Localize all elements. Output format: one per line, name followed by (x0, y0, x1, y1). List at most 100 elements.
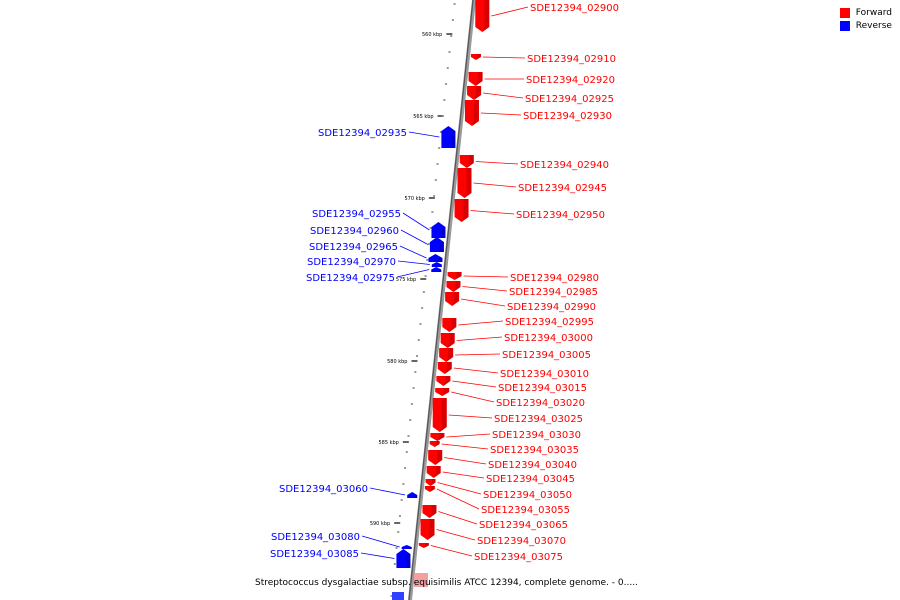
gene-label: SDE12394_03025 (494, 414, 583, 425)
leader-line (446, 433, 491, 438)
gene-feature-SDE12394_02930 (464, 100, 479, 126)
leader-line (360, 552, 395, 559)
leader-line (448, 414, 493, 419)
gene-feature-shade (423, 543, 429, 548)
leader-line (456, 336, 503, 341)
gene-label: SDE12394_03045 (486, 474, 575, 485)
leader-line (463, 275, 509, 278)
leader-line (482, 56, 526, 59)
gene-labels: SDE12394_02900 SDE12394_02910 SDE12394_029… (270, 3, 619, 563)
leader-line (437, 482, 482, 495)
gene-feature-SDE12394_02920 (468, 72, 483, 86)
leader-line (361, 535, 400, 548)
gene-feature-shade (438, 258, 443, 262)
gene-feature-SDE12394_02945 (457, 168, 472, 198)
gene-feature-SDE12394_02980 (447, 272, 462, 280)
gene-feature-shade (441, 227, 446, 238)
gene-label: SDE12394_02945 (518, 183, 607, 194)
gene-feature-shade (433, 466, 441, 478)
leader-line (436, 529, 476, 541)
tick-label: 575 kbp (396, 277, 416, 283)
gene-feature-shade (453, 281, 461, 292)
gene-feature-SDE12394_02950 (454, 199, 469, 222)
gene-feature-SDE12394_02925 (467, 86, 482, 100)
leader-line (462, 286, 508, 292)
leader-line (461, 298, 506, 307)
gene-feature-SDE12394_03050 (425, 479, 436, 486)
gene-label: SDE12394_03040 (488, 460, 577, 471)
gene-feature-shade (414, 495, 418, 498)
gene-feature-SDE12394_02970 (431, 262, 442, 267)
gene-feature-SDE12394_03010 (437, 362, 452, 374)
gene-feature-shade (475, 72, 483, 86)
gene-feature-shade (482, 0, 490, 32)
reverse-swatch (839, 21, 850, 31)
gene-feature-SDE12394_03000 (440, 333, 455, 348)
gene-feature-shade (406, 554, 411, 568)
gene-label: SDE12394_03030 (492, 430, 581, 441)
gene-feature-shade (443, 376, 451, 386)
leader-line (408, 131, 440, 138)
gene-feature-SDE12394_02900 (475, 0, 490, 32)
gene-feature-SDE12394_02935 (441, 126, 456, 148)
leader-line (483, 92, 524, 99)
gene-feature-shade (434, 441, 440, 447)
gene-label: SDE12394_03055 (481, 505, 570, 516)
gene-label: SDE12394_03000 (504, 333, 593, 344)
gene-feature-SDE12394_03025 (432, 398, 447, 432)
leader-line (452, 380, 497, 388)
gene-feature-SDE12394_02940 (459, 155, 474, 168)
legend-reverse-label: Reverse (855, 21, 892, 31)
gene-feature-SDE12394_03080 (401, 545, 412, 549)
tick-label: 560 kbp (422, 32, 442, 38)
gene-feature-shade (447, 333, 455, 348)
gene-label: SDE12394_03020 (496, 398, 585, 409)
legend-reverse: Reverse (839, 21, 892, 31)
gene-label: SDE12394_03035 (490, 445, 579, 456)
leader-line (438, 511, 478, 525)
gene-label: SDE12394_02925 (525, 94, 614, 105)
gene-feature-SDE12394_03060 (407, 492, 418, 498)
gene-feature-SDE12394_02965 (428, 254, 443, 262)
gene-feature-shade (427, 519, 435, 540)
partial-forward-feature (414, 573, 428, 587)
gene-label: SDE12394_03005 (502, 350, 591, 361)
gene-feature-shade (451, 131, 456, 148)
gene-feature-shade (429, 486, 435, 492)
gene-label: SDE12394_03010 (500, 369, 589, 380)
gene-label: SDE12394_02965 (309, 242, 398, 253)
gene-label: SDE12394_02935 (318, 128, 407, 139)
gene-feature-shade (439, 398, 447, 432)
gene-feature-shade (449, 318, 457, 332)
leader-line (402, 212, 430, 231)
gene-label: SDE12394_02940 (520, 160, 609, 171)
gene-feature-SDE12394_03005 (439, 348, 454, 362)
gene-feature-shade (474, 86, 482, 100)
leader-line (369, 487, 406, 496)
gene-feature-SDE12394_03070 (420, 519, 435, 540)
leader-line (491, 6, 529, 17)
legend-forward-label: Forward (855, 8, 892, 18)
gene-label: SDE12394_02920 (526, 75, 615, 86)
gene-feature-shade (464, 168, 472, 198)
gene-feature-shade (430, 479, 436, 486)
gene-feature-SDE12394_03015 (436, 376, 451, 386)
gene-feature-shade (438, 269, 442, 272)
legend: Forward Reverse (839, 8, 892, 34)
backbone-shadow (408, 0, 476, 600)
gene-feature-shade (444, 362, 452, 374)
leader-line (436, 488, 480, 510)
leader-line (396, 269, 430, 278)
leader-line (480, 112, 522, 116)
leader-line (455, 353, 501, 356)
gene-feature-SDE12394_02995 (442, 318, 457, 332)
forward-swatch (839, 8, 850, 18)
gene-feature-SDE12394_02955 (431, 222, 446, 238)
leader-line (430, 545, 473, 557)
gene-feature-shade (429, 505, 437, 518)
gene-feature-SDE12394_03085 (396, 549, 411, 568)
gene-feature-shade (466, 155, 474, 168)
gene-feature-shade (435, 450, 443, 465)
gene-label: SDE12394_03070 (477, 536, 566, 547)
